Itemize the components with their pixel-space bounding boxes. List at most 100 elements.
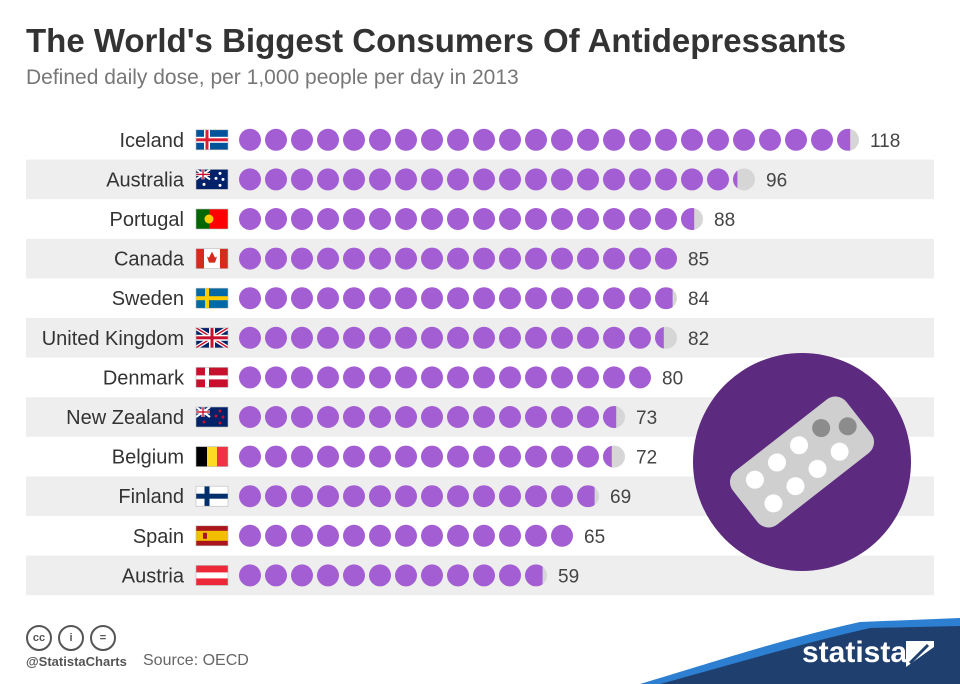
pill-mark bbox=[239, 485, 261, 508]
pill-mark bbox=[499, 485, 521, 508]
pill-mark bbox=[317, 208, 339, 230]
pill-mark bbox=[239, 366, 261, 389]
flag-austria-icon bbox=[195, 565, 229, 586]
pill-mark bbox=[473, 445, 495, 468]
pill-mark bbox=[577, 168, 599, 191]
pill-mark bbox=[473, 326, 495, 349]
flag-portugal-icon bbox=[195, 208, 229, 230]
pill-mark-partial bbox=[603, 406, 617, 428]
flag-canada-icon bbox=[195, 248, 229, 269]
pill-mark bbox=[603, 168, 625, 191]
pill-mark bbox=[317, 287, 339, 310]
pill-mark bbox=[759, 128, 781, 151]
pill-mark bbox=[395, 128, 417, 151]
pill-mark bbox=[447, 168, 469, 191]
pill-mark-empty bbox=[733, 168, 755, 191]
value-label: 59 bbox=[558, 566, 579, 587]
pill-mark bbox=[239, 247, 261, 270]
country-label: Portugal bbox=[110, 209, 185, 231]
pill-mark bbox=[343, 128, 365, 151]
source-note: Source: OECD bbox=[143, 652, 249, 669]
pill-mark bbox=[577, 445, 599, 468]
pill-mark bbox=[317, 485, 339, 508]
statista-logo[interactable]: statista bbox=[802, 636, 908, 669]
pill-mark bbox=[785, 128, 807, 151]
pill-mark bbox=[473, 564, 495, 587]
pill-mark bbox=[421, 168, 443, 191]
flag-finland-icon bbox=[195, 485, 229, 507]
pill-mark bbox=[369, 326, 391, 349]
pill-mark bbox=[239, 406, 261, 428]
flag-united-kingdom-icon bbox=[194, 326, 230, 350]
pill-mark bbox=[291, 485, 313, 508]
pill-mark bbox=[291, 168, 313, 191]
pill-mark bbox=[395, 326, 417, 349]
pill-mark bbox=[681, 168, 703, 191]
pill-mark bbox=[421, 485, 443, 508]
pill-mark bbox=[499, 287, 521, 310]
pill-mark bbox=[525, 247, 547, 270]
pill-mark bbox=[447, 485, 469, 508]
pill-mark bbox=[525, 485, 547, 508]
pill-mark bbox=[551, 485, 573, 508]
pill-mark bbox=[395, 366, 417, 389]
flag-iceland-icon bbox=[195, 129, 229, 151]
pill-mark bbox=[681, 128, 703, 151]
pill-mark bbox=[395, 247, 417, 270]
flag-spain-icon bbox=[195, 525, 229, 547]
pill-mark bbox=[265, 208, 287, 230]
pill-mark bbox=[239, 564, 261, 587]
pill-mark bbox=[447, 208, 469, 230]
pill-mark bbox=[629, 208, 651, 230]
value-label: 82 bbox=[688, 329, 709, 350]
pill-mark bbox=[499, 406, 521, 428]
pill-mark bbox=[551, 287, 573, 310]
pill-mark bbox=[499, 128, 521, 151]
pill-mark bbox=[525, 406, 547, 428]
pill-blister-icon bbox=[693, 353, 911, 571]
pill-mark bbox=[239, 128, 261, 151]
pill-mark bbox=[421, 524, 443, 547]
pill-mark bbox=[265, 247, 287, 270]
pill-mark bbox=[317, 326, 339, 349]
pill-mark bbox=[473, 247, 495, 270]
value-label: 85 bbox=[688, 250, 709, 271]
pill-mark bbox=[447, 564, 469, 587]
twitter-handle[interactable]: @StatistaCharts bbox=[26, 654, 127, 669]
value-label: 65 bbox=[584, 527, 605, 548]
pill-mark bbox=[369, 168, 391, 191]
pill-mark bbox=[733, 128, 755, 151]
pill-mark bbox=[395, 524, 417, 547]
pill-mark bbox=[811, 128, 833, 151]
value-label: 88 bbox=[714, 210, 735, 231]
pill-mark bbox=[343, 208, 365, 230]
pill-mark bbox=[499, 366, 521, 389]
pill-mark bbox=[473, 287, 495, 310]
pill-mark bbox=[421, 564, 443, 587]
pill-mark bbox=[239, 168, 261, 191]
pill-mark bbox=[577, 406, 599, 428]
pill-mark bbox=[447, 247, 469, 270]
pill-mark bbox=[447, 406, 469, 428]
pictogram-chart: Iceland 118 Australia 96 Portugal 88 Canada 85 S… bbox=[26, 128, 934, 596]
pill-mark bbox=[421, 406, 443, 428]
pill-mark bbox=[291, 247, 313, 270]
pill-mark bbox=[421, 208, 443, 230]
pill-mark bbox=[343, 366, 365, 389]
pill-mark bbox=[265, 366, 287, 389]
pill-mark bbox=[395, 564, 417, 587]
pill-mark bbox=[577, 326, 599, 349]
chart-subtitle: Defined daily dose, per 1,000 people per… bbox=[26, 66, 519, 89]
pill-mark bbox=[525, 366, 547, 389]
pill-mark bbox=[577, 366, 599, 389]
pill-mark bbox=[291, 406, 313, 428]
value-label: 72 bbox=[636, 448, 657, 469]
pill-mark bbox=[473, 366, 495, 389]
by-icon: i bbox=[58, 625, 84, 651]
pill-mark bbox=[551, 326, 573, 349]
pill-mark bbox=[395, 485, 417, 508]
pill-mark bbox=[551, 247, 573, 270]
pill-mark bbox=[369, 366, 391, 389]
pill-mark bbox=[499, 564, 521, 587]
pill-mark bbox=[291, 208, 313, 230]
